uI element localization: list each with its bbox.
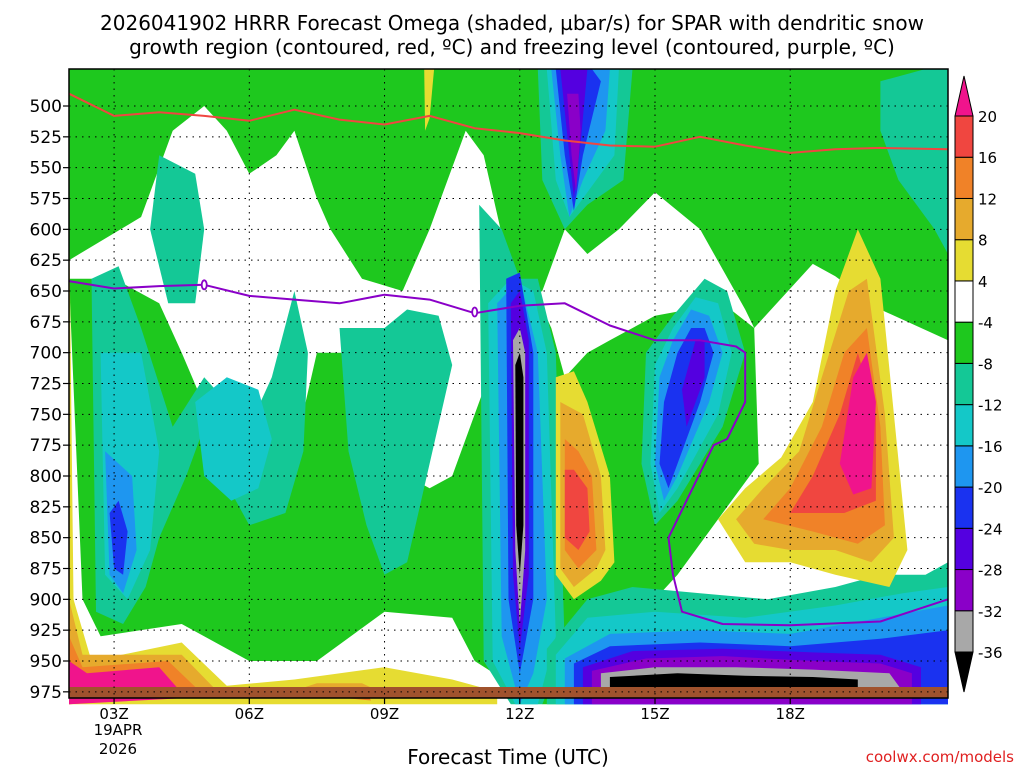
colorbar-swatch-2 [954, 569, 974, 612]
shade-teal-upper-left [150, 155, 205, 304]
y-tick-label-500: 500 [30, 97, 62, 117]
x-axis: 03Z 06Z 09Z 12Z 15Z 18Z [99, 698, 805, 723]
y-tick-label-650: 650 [30, 282, 62, 302]
colorbar-label-8: -4 [978, 314, 993, 332]
colorbar-swatch-13 [954, 115, 974, 158]
site-credit: coolwx.com/models [866, 748, 1014, 766]
colorbar-label-12: 16 [978, 149, 997, 167]
y-tick-label-750: 750 [30, 405, 62, 425]
y-tick-label-700: 700 [30, 344, 62, 364]
colorbar-label-4: -20 [978, 479, 1003, 497]
x-tick-label-09Z: 09Z [370, 705, 399, 723]
contour-lines [68, 92, 949, 627]
shade-yellow-top [424, 69, 435, 131]
y-tick-label-550: 550 [30, 159, 62, 179]
ground-strip [69, 687, 948, 698]
colorbar-swatch-12 [954, 156, 974, 199]
y-tick-label-875: 875 [30, 560, 62, 580]
y-tick-label-525: 525 [30, 128, 62, 148]
colorbar-arrow-high [954, 75, 974, 117]
grid-lines [69, 69, 948, 698]
colorbar-swatch-4 [954, 486, 974, 529]
y-tick-label-725: 725 [30, 375, 62, 395]
y-tick-label-575: 575 [30, 190, 62, 210]
x-axis-date-line2: 2026 [99, 740, 137, 758]
x-tick-label-06Z: 06Z [235, 705, 264, 723]
colorbar-swatch-10 [954, 239, 974, 282]
y-tick-label-925: 925 [30, 621, 62, 641]
plot-area [68, 68, 949, 705]
shade-cyan-mid-left [195, 377, 272, 501]
colorbar-swatch-11 [954, 197, 974, 241]
y-axis: 500 525 550 575 600 625 650 675 700 725 750 775 800 8… [30, 97, 69, 703]
shade-ascent-upper [69, 69, 948, 341]
x-axis-title: Forecast Time (UTC) [407, 745, 609, 768]
shade-teal-right-upper [880, 69, 948, 254]
x-tick-label-15Z: 15Z [640, 705, 669, 723]
colorbar-label-1: -32 [978, 603, 1003, 621]
chart-title-line1: 2026041902 HRRR Forecast Omega (shaded, … [100, 11, 924, 35]
colorbar: -36 -32 -28 -24 -20 -16 -12 -8 -4 4 8 12 16 20 [954, 75, 1003, 693]
x-axis-date-line1: 19APR [94, 721, 143, 739]
y-tick-label-825: 825 [30, 498, 62, 518]
shade-black-column-12z [515, 352, 524, 575]
contour-label-marker-0 [200, 279, 208, 291]
x-tick-label-03Z: 03Z [99, 705, 128, 723]
colorbar-label-7: -8 [978, 355, 993, 373]
colorbar-label-3: -24 [978, 520, 1003, 538]
y-tick-label-775: 775 [30, 436, 62, 456]
colorbar-label-13: 20 [978, 108, 997, 126]
x-tick-label-18Z: 18Z [776, 705, 805, 723]
colorbar-swatch-3 [954, 527, 974, 571]
colorbar-swatch-5 [954, 445, 974, 488]
omega-shading [69, 69, 948, 705]
chart-title-line2: growth region (contoured, red, ºC) and f… [129, 35, 895, 59]
y-tick-label-800: 800 [30, 467, 62, 487]
colorbar-swatch-8 [954, 321, 974, 364]
colorbar-label-0: -36 [978, 644, 1003, 662]
y-tick-label-950: 950 [30, 652, 62, 672]
contour-label-marker-1 [471, 306, 479, 318]
y-tick-label-625: 625 [30, 251, 62, 271]
shade-magenta-right [839, 352, 876, 495]
y-tick-label-900: 900 [30, 590, 62, 610]
y-tick-label-850: 850 [30, 529, 62, 549]
shade-red-13z [564, 469, 590, 550]
y-tick-label-675: 675 [30, 313, 62, 333]
y-tick-label-600: 600 [30, 220, 62, 240]
colorbar-label-6: -12 [978, 397, 1003, 415]
colorbar-swatch-1 [954, 610, 974, 653]
colorbar-swatch-6 [954, 404, 974, 447]
colorbar-label-9: 4 [978, 273, 988, 291]
colorbar-label-10: 8 [978, 232, 988, 250]
contour-line-0 [68, 92, 949, 154]
colorbar-label-11: 12 [978, 190, 997, 208]
colorbar-label-2: -28 [978, 562, 1003, 580]
colorbar-label-5: -16 [978, 438, 1003, 456]
x-tick-label-12Z: 12Z [505, 705, 534, 723]
colorbar-arrow-low [954, 651, 974, 693]
shade-royal-lower-left [109, 500, 128, 575]
y-tick-label-975: 975 [30, 683, 62, 703]
colorbar-swatch-9 [954, 280, 974, 323]
shade-teal-mid [339, 309, 453, 575]
colorbar-swatch-7 [954, 362, 974, 406]
contour-line-1 [68, 280, 949, 627]
